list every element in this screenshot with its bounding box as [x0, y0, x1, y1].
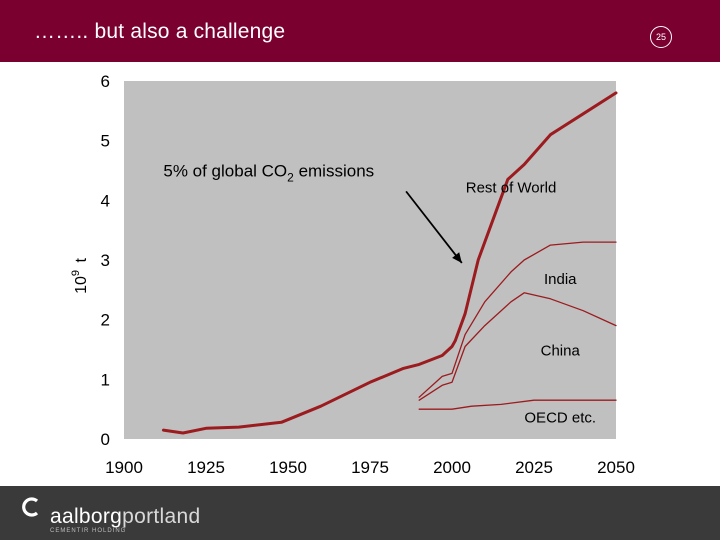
footer-bar: aalborgportland CEMENTIR HOLDING	[0, 486, 720, 540]
plot-area	[124, 81, 616, 439]
x-tick-label: 1925	[187, 458, 225, 477]
y-axis-label-exponent: 9	[70, 270, 82, 276]
series-line-rest-of-world	[418, 241, 617, 398]
annotation-arrow-line	[405, 190, 463, 264]
slide-title: …….. but also a challenge	[34, 20, 286, 43]
brand-bold: aalborg	[50, 505, 123, 528]
y-tick-label: 3	[101, 251, 110, 270]
series-label: Rest of World	[466, 180, 557, 197]
series-line-oecd-etc	[418, 399, 617, 410]
x-tick-label: 2025	[515, 458, 553, 477]
annotation-subscript: 2	[287, 170, 294, 184]
x-tick-label: 1950	[269, 458, 307, 477]
slide-header: …….. but also a challenge 25	[0, 0, 720, 62]
y-tick-label: 4	[101, 191, 110, 210]
series-label: India	[544, 271, 577, 288]
aalborg-logo-icon	[22, 497, 39, 517]
x-tick-label: 1900	[105, 458, 143, 477]
x-tick-label: 1975	[351, 458, 389, 477]
labels-layer: Rest of World India China OECD etc. 5% of gl…	[163, 161, 596, 426]
y-axis-label-unit: t	[73, 258, 90, 267]
annotation-main: 5% of global CO	[163, 161, 287, 180]
brand-tagline: CEMENTIR HOLDING	[50, 528, 127, 534]
brand-wordmark: aalborgportland	[50, 505, 200, 529]
co2-emissions-chart: 0 1 2 3 4 5 6 1900 1925 1950 1975 2000 2025 2050 109 t…	[70, 72, 635, 477]
annotation-tail: emissions	[294, 161, 374, 180]
series-line-india	[418, 292, 617, 401]
x-tick-label: 2050	[597, 458, 635, 477]
y-tick-label: 6	[101, 72, 110, 91]
y-tick-label: 1	[101, 370, 110, 389]
series-line-total-global	[161, 91, 618, 435]
page-number-badge: 25	[650, 26, 672, 48]
y-tick-label: 5	[101, 132, 110, 151]
annotation-arrowhead	[452, 252, 462, 263]
annotation-text: 5% of global CO2 emissions	[163, 161, 374, 184]
y-axis-label-base: 10	[73, 276, 90, 294]
brand-light: portland	[122, 505, 201, 528]
x-tick-label: 2000	[433, 458, 471, 477]
y-tick-label: 0	[101, 430, 110, 449]
series-layer	[161, 91, 618, 435]
y-axis-label: 109 t	[70, 258, 90, 294]
axes: 0 1 2 3 4 5 6 1900 1925 1950 1975 2000 2025 2050 109 t	[70, 72, 635, 477]
y-tick-label: 2	[101, 311, 110, 330]
series-label: China	[541, 342, 581, 359]
series-label: OECD etc.	[524, 409, 596, 426]
